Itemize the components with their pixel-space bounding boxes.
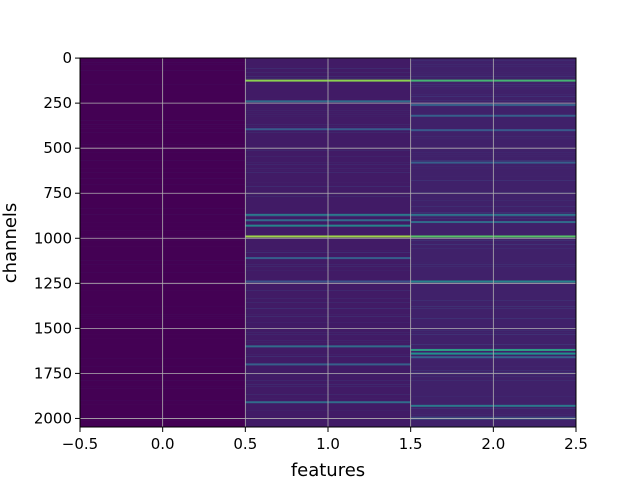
y-tick-label: 1000 bbox=[34, 229, 72, 247]
x-tick-label: 0.0 bbox=[151, 435, 175, 453]
x-axis-label: features bbox=[291, 460, 365, 480]
x-tick-label: 2.5 bbox=[564, 435, 588, 453]
x-tick-label: −0.5 bbox=[62, 435, 98, 453]
y-axis-label: channels bbox=[0, 203, 21, 284]
x-tick-label: 2.0 bbox=[481, 435, 505, 453]
y-tick-label: 500 bbox=[43, 139, 72, 157]
y-tick-label: 250 bbox=[43, 94, 72, 112]
y-tick-label: 2000 bbox=[34, 409, 72, 427]
y-tick-label: 1500 bbox=[34, 319, 72, 337]
y-tick-label: 1250 bbox=[34, 274, 72, 292]
y-tick-label: 0 bbox=[62, 49, 72, 67]
y-tick-label: 1750 bbox=[34, 364, 72, 382]
x-tick-label: 0.5 bbox=[233, 435, 257, 453]
x-tick-label: 1.0 bbox=[316, 435, 340, 453]
x-tick-label: 1.5 bbox=[399, 435, 423, 453]
y-tick-label: 750 bbox=[43, 184, 72, 202]
x-axis: −0.5 0.0 0.5 1.0 1.5 2.0 2.5 bbox=[62, 427, 588, 453]
y-axis: 0 250 500 750 1000 1250 1500 1750 2000 bbox=[34, 49, 80, 427]
